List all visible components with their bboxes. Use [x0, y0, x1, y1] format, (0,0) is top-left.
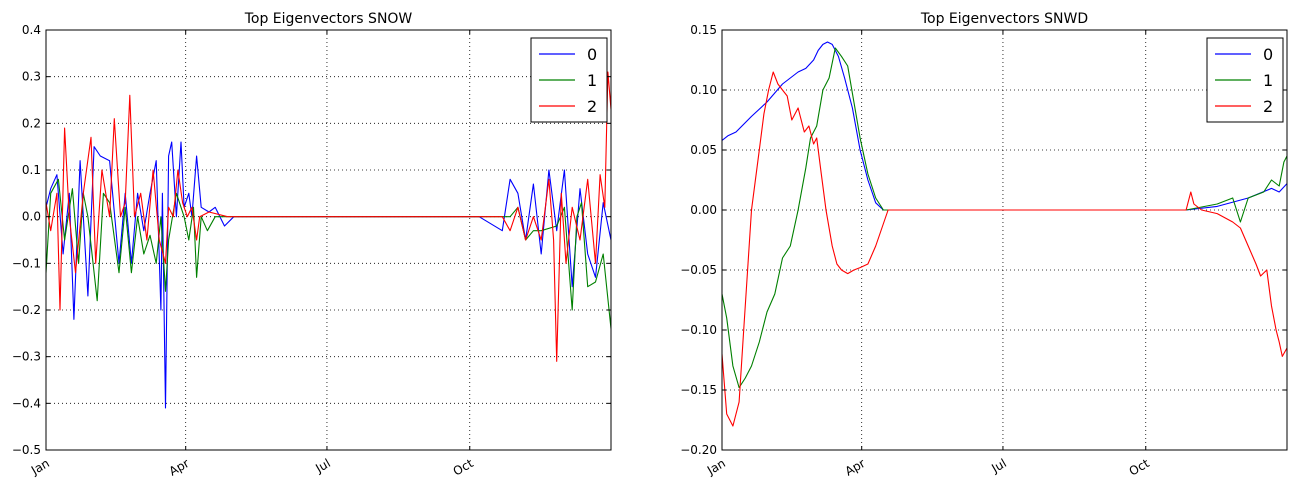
- legend: 0 1 2: [1206, 37, 1284, 123]
- y-tick-label: 0.05: [690, 143, 717, 157]
- y-tick-label: 0.3: [22, 70, 41, 84]
- legend-label-1: 1: [1263, 71, 1273, 90]
- y-tick-label: −0.10: [680, 323, 717, 337]
- y-tick-label: 0.10: [690, 83, 717, 97]
- y-tick-label: −0.2: [12, 303, 41, 317]
- y-tick-label: −0.05: [680, 263, 717, 277]
- x-tick-label: Apr: [843, 456, 868, 479]
- y-tick-label: −0.1: [12, 256, 41, 270]
- legend-label-0: 0: [587, 45, 597, 64]
- y-tick-label: −0.20: [680, 443, 717, 457]
- legend-label-1: 1: [587, 71, 597, 90]
- y-tick-label: −0.15: [680, 383, 717, 397]
- series-line-2: [46, 71, 611, 362]
- y-tick-label: 0.0: [22, 210, 41, 224]
- x-tick-label: Jan: [28, 456, 52, 478]
- y-tick-label: 0.4: [22, 23, 41, 37]
- x-tick-label: Oct: [1127, 456, 1152, 479]
- axes-frame: [721, 29, 1288, 451]
- plot-area: [46, 30, 611, 450]
- plot-area: [722, 30, 1287, 450]
- legend-label-2: 2: [1263, 97, 1273, 116]
- x-tick-label: Oct: [451, 456, 476, 479]
- y-tick-label: −0.5: [12, 443, 41, 457]
- series-group: [46, 71, 611, 409]
- x-tick-label: Jul: [988, 456, 1008, 476]
- x-tick-label: Jul: [312, 456, 332, 476]
- y-tick-label: 0.15: [690, 23, 717, 37]
- series-line-0: [722, 41, 1287, 211]
- legend-label-2: 2: [587, 97, 597, 116]
- chart-panel-0: −0.5 −0.4 −0.3 −0.2 −0.1 0.0 0.1 0.2 0.3 0.4 Jan Ap…: [12, 11, 612, 479]
- legend: 0 1 2: [530, 37, 608, 123]
- series-line-1: [722, 47, 1287, 389]
- chart-title: Top Eigenvectors SNWD: [920, 11, 1088, 27]
- y-tick-label: 0.2: [22, 116, 41, 130]
- y-tick-label: −0.3: [12, 350, 41, 364]
- series-line-2: [722, 71, 1287, 427]
- chart-panel-1: −0.20 −0.15 −0.10 −0.05 0.00 0.05 0.10 0.15 Jan A…: [680, 11, 1288, 479]
- series-group: [722, 41, 1287, 427]
- y-tick-label: 0.00: [690, 203, 717, 217]
- chart-title: Top Eigenvectors SNOW: [244, 11, 413, 27]
- axes-frame: [45, 29, 612, 451]
- legend-label-0: 0: [1263, 45, 1273, 64]
- y-tick-label: 0.1: [22, 163, 41, 177]
- x-tick-label: Jan: [704, 456, 728, 478]
- y-tick-label: −0.4: [12, 396, 41, 410]
- x-tick-label: Apr: [167, 456, 192, 479]
